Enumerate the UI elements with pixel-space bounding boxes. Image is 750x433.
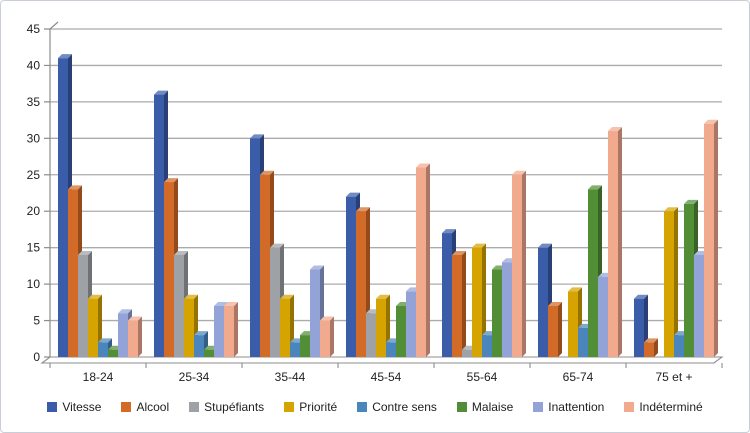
legend-item-Vitesse: Vitesse [47,400,101,414]
bar-Indéterminé-55-64 [512,170,526,357]
legend-label: Indéterminé [639,400,703,414]
x-category-label: 45-54 [371,370,402,384]
legend-label: Priorité [299,400,338,414]
legend-swatch [121,402,132,412]
legend-label: Malaise [471,400,514,414]
legend-label: Contre sens [372,400,437,414]
bar-Alcool-55-64 [452,250,466,357]
y-tick-label: 15 [27,241,41,255]
legend-label: Vitesse [62,400,102,414]
wall-corner-line [49,21,59,30]
legend-swatch [189,402,200,412]
y-tick-label: 20 [27,204,41,218]
x-category-label: 75 et + [655,370,692,384]
bar-Priorité-75 et + [664,207,678,357]
y-tick-label: 35 [27,95,41,109]
bar-Indéterminé-35-44 [320,316,334,357]
legend-item-Alcool: Alcool [121,400,169,414]
legend-label: Stupéfiants [204,400,265,414]
y-tick-label: 30 [27,131,41,145]
chart-legend: Vitesse Alcool Stupéfiants Priorité Contre s… [1,391,749,414]
bar-Indéterminé-75 et + [704,119,718,357]
bar-Indéterminé-45-54 [416,163,430,357]
x-category-label: 55-64 [467,370,498,384]
legend-item-Contre sens: Contre sens [357,400,437,414]
y-tick-label: 10 [27,277,41,291]
y-tick-label: 5 [33,314,40,328]
bar-Indéterminé-18-24 [128,316,142,357]
y-tick-label: 45 [27,22,41,36]
legend-swatch [284,402,295,412]
legend-item-Priorité: Priorité [284,400,337,414]
y-tick-label: 40 [27,58,41,72]
x-category-label: 65-74 [563,370,594,384]
bar-Alcool-75 et + [644,338,658,357]
bar-Alcool-65-74 [548,301,562,357]
x-category-label: 35-44 [275,370,306,384]
legend-swatch [456,402,467,412]
legend-swatch [624,402,635,412]
y-tick-label: 25 [27,168,41,182]
x-category-label: 25-34 [179,370,210,384]
legend-label: Inattention [548,400,605,414]
legend-swatch [357,402,368,412]
legend-item-Inattention: Inattention [533,400,604,414]
bar-Indéterminé-65-74 [608,127,622,358]
y-tick-label: 0 [33,350,40,364]
legend-item-Indéterminé: Indéterminé [624,400,703,414]
legend-swatch [533,402,544,412]
legend-swatch [47,402,58,412]
chart-plot: 0 5 10 15 20 25 30 35 40 45 18-24 25-34 35-44 45-54 55… [27,21,724,384]
bar-Priorité-55-64 [472,243,486,357]
legend-item-Stupéfiants: Stupéfiants [189,400,264,414]
bar-Indéterminé-25-34 [224,301,238,357]
legend-item-Malaise: Malaise [456,400,514,414]
x-category-label: 18-24 [83,370,114,384]
legend-label: Alcool [136,400,170,414]
chart-floor [40,356,724,364]
